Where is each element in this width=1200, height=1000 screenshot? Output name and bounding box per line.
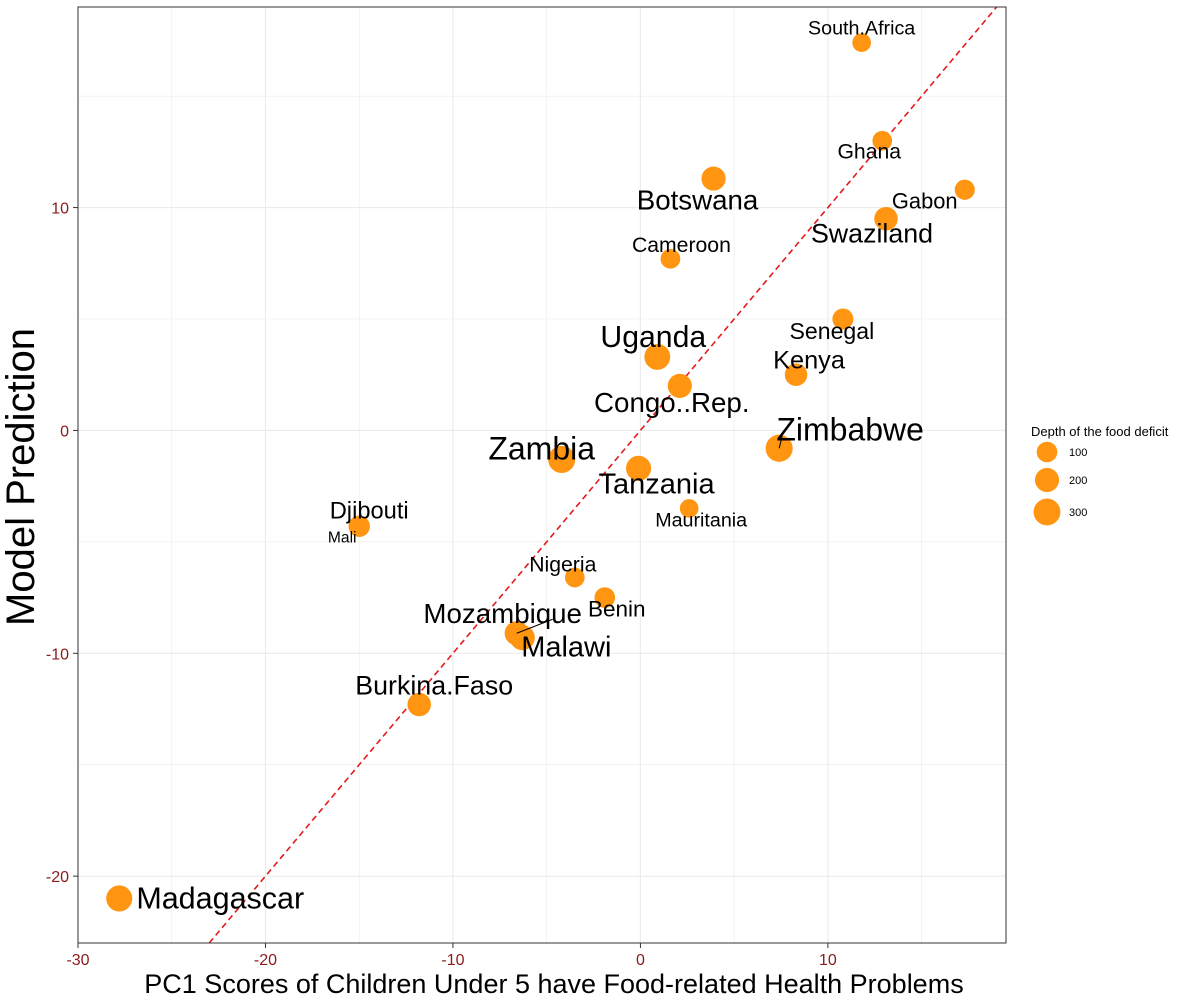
x-tick-label: -20 xyxy=(254,952,277,969)
point-label-mauritania: Mauritania xyxy=(655,509,747,531)
identity-reference-line xyxy=(208,6,998,944)
point-label-senegal: Senegal xyxy=(790,318,875,344)
point-labels-group: South.Africa Ghana Botswana Gabon Swaziland C… xyxy=(136,18,957,916)
legend-key-300 xyxy=(1033,498,1061,526)
y-tick-label: 0 xyxy=(60,423,69,440)
point-label-nigeria: Nigeria xyxy=(529,554,596,577)
legend: Depth of the food deficit 100 200 300 xyxy=(1031,424,1169,526)
point-label-congo--rep-: Congo..Rep. xyxy=(594,387,749,418)
data-point-south-africa xyxy=(852,33,871,52)
point-label-gabon: Gabon xyxy=(892,189,958,214)
data-point-madagascar xyxy=(106,885,133,912)
points-group xyxy=(106,33,975,912)
legend-items: 100 200 300 xyxy=(1033,441,1087,526)
legend-title: Depth of the food deficit xyxy=(1031,424,1169,439)
x-tick-label: 10 xyxy=(819,952,837,969)
point-label-swaziland: Swaziland xyxy=(811,219,933,249)
point-label-zimbabwe: Zimbabwe xyxy=(776,411,924,447)
legend-label-300: 300 xyxy=(1069,507,1087,519)
point-label-uganda: Uganda xyxy=(600,321,706,354)
data-point-ghana xyxy=(872,130,893,151)
point-label-madagascar: Madagascar xyxy=(136,881,304,915)
reference-line-group xyxy=(208,6,998,944)
y-tick-label: -10 xyxy=(46,646,69,663)
point-label-burkina-faso: Burkina.Faso xyxy=(355,671,513,701)
x-axis-title: PC1 Scores of Children Under 5 have Food… xyxy=(144,969,963,999)
label-leader-line xyxy=(516,618,553,634)
data-point-senegal xyxy=(832,308,854,330)
x-tick-label: -30 xyxy=(66,952,89,969)
point-label-malawi: Malawi xyxy=(521,632,611,664)
point-label-mozambique: Mozambique xyxy=(423,598,582,629)
axes-group: -30 -20 -10 0 10 -20 -10 0 10 xyxy=(46,201,837,969)
x-tick-label: 0 xyxy=(636,952,645,969)
point-label-ghana: Ghana xyxy=(837,141,901,164)
data-point-zambia xyxy=(548,445,576,473)
point-label-benin: Benin xyxy=(588,597,646,622)
legend-label-100: 100 xyxy=(1069,447,1087,459)
data-point-uganda xyxy=(644,343,671,370)
point-label-south-africa: South.Africa xyxy=(808,18,915,40)
data-point-swaziland xyxy=(874,206,898,231)
data-point-nigeria xyxy=(564,567,585,588)
data-point-tanzania xyxy=(626,455,652,481)
legend-key-100 xyxy=(1036,441,1058,463)
point-label-mali: Mali xyxy=(328,529,357,546)
legend-key-200 xyxy=(1034,467,1060,493)
data-point-mauritania xyxy=(679,499,699,518)
data-point-congo--rep- xyxy=(667,373,692,398)
grid xyxy=(77,7,1006,943)
point-label-djibouti: Djibouti xyxy=(330,498,409,524)
data-point-burkina-faso xyxy=(407,692,431,717)
point-label-cameroon: Cameroon xyxy=(632,234,731,257)
data-point-kenya xyxy=(784,363,808,386)
data-point-malawi xyxy=(509,625,535,651)
point-label-zambia: Zambia xyxy=(488,430,595,466)
y-tick-label: 10 xyxy=(51,201,69,218)
point-label-botswana: Botswana xyxy=(637,185,759,216)
label-leader-line xyxy=(778,436,783,449)
data-point-mali xyxy=(351,518,368,535)
data-point-cameroon xyxy=(660,248,681,269)
x-tick-label: -10 xyxy=(441,952,464,969)
y-tick-label: -20 xyxy=(46,869,69,886)
legend-label-200: 200 xyxy=(1069,475,1087,487)
point-label-tanzania: Tanzania xyxy=(599,468,716,500)
data-point-benin xyxy=(594,587,616,608)
data-point-gabon xyxy=(954,179,975,200)
point-label-kenya: Kenya xyxy=(773,347,846,375)
data-point-botswana xyxy=(701,166,726,191)
plot-panel-border xyxy=(77,6,1007,944)
y-axis-title: Model Prediction xyxy=(0,328,43,626)
